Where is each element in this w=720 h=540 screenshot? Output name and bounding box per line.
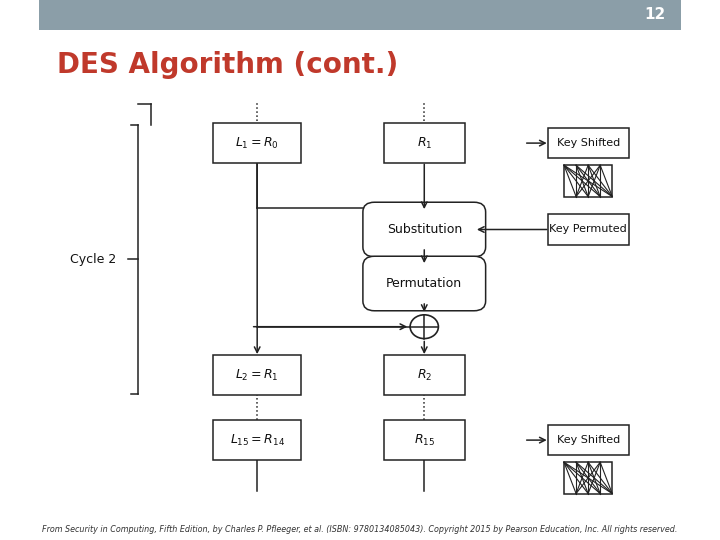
FancyBboxPatch shape xyxy=(214,123,301,163)
Text: Key Shifted: Key Shifted xyxy=(557,435,620,445)
FancyBboxPatch shape xyxy=(548,425,629,455)
Text: Permutation: Permutation xyxy=(386,277,462,290)
FancyBboxPatch shape xyxy=(363,202,485,257)
FancyBboxPatch shape xyxy=(548,214,629,245)
Text: $R_{15}$: $R_{15}$ xyxy=(414,433,435,448)
Text: $L_2 = R_1$: $L_2 = R_1$ xyxy=(235,368,279,383)
Text: $L_1 = R_0$: $L_1 = R_0$ xyxy=(235,136,279,151)
Text: $L_{15} = R_{14}$: $L_{15} = R_{14}$ xyxy=(230,433,284,448)
Text: Key Shifted: Key Shifted xyxy=(557,138,620,148)
FancyBboxPatch shape xyxy=(214,420,301,460)
FancyBboxPatch shape xyxy=(39,0,681,30)
FancyBboxPatch shape xyxy=(564,462,612,494)
Text: $R_1$: $R_1$ xyxy=(417,136,432,151)
Text: Substitution: Substitution xyxy=(387,223,462,236)
FancyBboxPatch shape xyxy=(564,165,612,197)
FancyBboxPatch shape xyxy=(384,355,464,395)
FancyBboxPatch shape xyxy=(384,123,464,163)
FancyBboxPatch shape xyxy=(384,420,464,460)
FancyBboxPatch shape xyxy=(363,256,485,311)
Text: 12: 12 xyxy=(644,8,665,22)
FancyBboxPatch shape xyxy=(548,128,629,158)
Text: From Security in Computing, Fifth Edition, by Charles P. Pfleeger, et al. (ISBN:: From Security in Computing, Fifth Editio… xyxy=(42,524,678,534)
Text: $R_2$: $R_2$ xyxy=(417,368,432,383)
Text: Cycle 2: Cycle 2 xyxy=(70,253,117,266)
Text: DES Algorithm (cont.): DES Algorithm (cont.) xyxy=(57,51,398,79)
FancyBboxPatch shape xyxy=(214,355,301,395)
Text: Key Permuted: Key Permuted xyxy=(549,225,627,234)
